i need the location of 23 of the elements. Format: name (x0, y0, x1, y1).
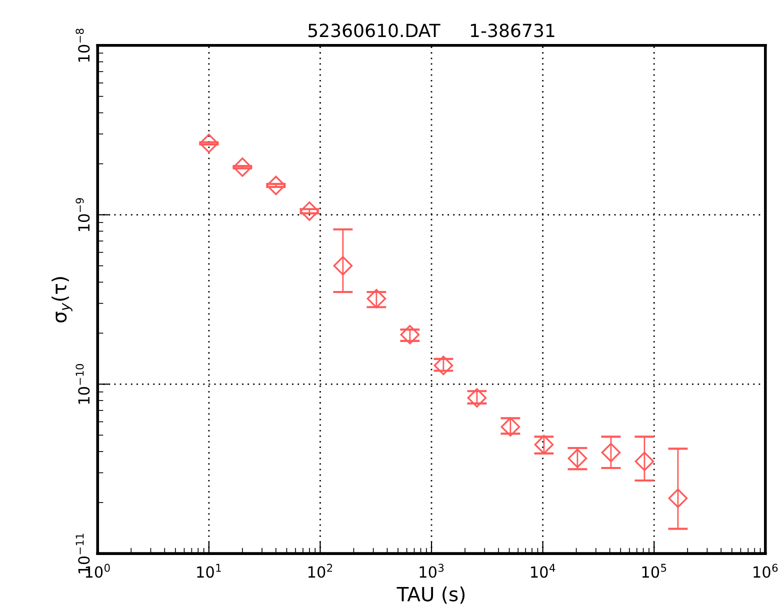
x-axis-title: TAU (s) (396, 586, 465, 604)
point (668, 488, 688, 508)
chart-title: 52360610.DAT 1-386731 (308, 24, 554, 38)
y-tick-label: 10$^{−8}$ (76, 28, 90, 62)
y-tick-label: 10$^{−9}$ (76, 198, 90, 232)
x-tick-label: 10$^{4}$ (531, 564, 556, 578)
point (333, 256, 353, 276)
x-tick-label: 10$^{3}$ (420, 564, 444, 578)
x-tick-label: 10$^{2}$ (308, 564, 332, 578)
point (434, 356, 454, 376)
x-tick-label: 10$^{5}$ (642, 564, 666, 578)
point (601, 442, 621, 462)
x-tick-label: 10$^{6}$ (754, 564, 778, 578)
y-tick-label: 10$^{−10}$ (76, 364, 90, 404)
point (199, 134, 219, 154)
y-axis-title: σ$_{y}$(τ) (52, 277, 72, 322)
point (232, 157, 252, 177)
x-tick-label: 10$^{1}$ (197, 564, 221, 578)
point (300, 202, 320, 221)
point (467, 388, 487, 408)
point (400, 324, 420, 344)
point (634, 452, 654, 472)
point (266, 176, 286, 196)
